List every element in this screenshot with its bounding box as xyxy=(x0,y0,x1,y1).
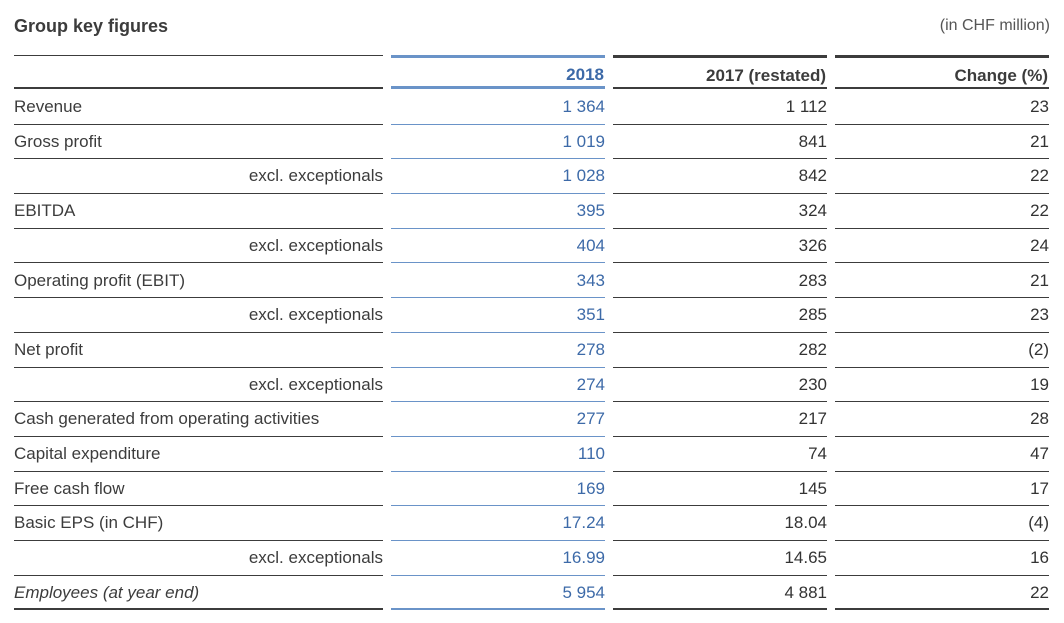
label-column-header xyxy=(14,55,383,89)
row-label: excl. exceptionals xyxy=(14,298,383,333)
cell-2018: 169 xyxy=(391,472,605,507)
cell-change: 21 xyxy=(835,264,1049,299)
cell-2018: 351 xyxy=(391,298,605,333)
unit-note: (in CHF million) xyxy=(939,17,1050,34)
cell-2017: 842 xyxy=(613,159,827,195)
cell-2018: 5 954 xyxy=(391,576,605,611)
row-label: Cash generated from operating activities xyxy=(14,402,383,437)
cell-change: 47 xyxy=(835,437,1049,472)
cell-2017: 283 xyxy=(613,264,827,299)
cell-2018: 404 xyxy=(391,229,605,264)
cell-2018: 277 xyxy=(391,402,605,437)
row-label: Operating profit (EBIT) xyxy=(14,264,383,299)
cell-change: 22 xyxy=(835,576,1049,611)
label-column: Revenue Gross profit excl. exceptionals EBI… xyxy=(14,0,383,623)
cell-2017: 145 xyxy=(613,472,827,507)
cell-2017: 282 xyxy=(613,333,827,368)
row-label: Capital expenditure xyxy=(14,437,383,472)
cell-2017: 14.65 xyxy=(613,541,827,576)
cell-2018: 343 xyxy=(391,264,605,299)
cell-2018: 278 xyxy=(391,333,605,368)
cell-2018: 110 xyxy=(391,437,605,472)
column-2018: 2018 1 364 1 019 1 028 395 404 343 351 278 274 27… xyxy=(391,0,605,623)
cell-2018: 274 xyxy=(391,368,605,403)
cell-change: 19 xyxy=(835,368,1049,403)
row-label: excl. exceptionals xyxy=(14,159,383,195)
column-header-change: Change (%) xyxy=(835,55,1049,89)
cell-2018: 1 028 xyxy=(391,159,605,195)
cell-2018: 395 xyxy=(391,194,605,229)
column-header-2018: 2018 xyxy=(391,55,605,89)
cell-change: (4) xyxy=(835,506,1049,542)
cell-change: 23 xyxy=(835,90,1049,125)
cell-2017: 230 xyxy=(613,368,827,403)
cell-2017: 1 112 xyxy=(613,90,827,125)
row-label: excl. exceptionals xyxy=(14,229,383,264)
cell-2017: 74 xyxy=(613,437,827,472)
cell-change: 23 xyxy=(835,298,1049,333)
row-label: excl. exceptionals xyxy=(14,368,383,403)
row-label: Gross profit xyxy=(14,125,383,160)
cell-2017: 324 xyxy=(613,194,827,229)
cell-2018: 16.99 xyxy=(391,541,605,576)
row-label: excl. exceptionals xyxy=(14,541,383,576)
cell-2017: 4 881 xyxy=(613,576,827,611)
cell-2017: 217 xyxy=(613,402,827,437)
row-label: Net profit xyxy=(14,333,383,368)
column-header-2017: 2017 (restated) xyxy=(613,55,827,89)
row-label: Basic EPS (in CHF) xyxy=(14,506,383,542)
row-label: Employees (at year end) xyxy=(14,576,383,611)
cell-change: 16 xyxy=(835,541,1049,576)
cell-2017: 841 xyxy=(613,125,827,160)
cell-2018: 17.24 xyxy=(391,506,605,542)
row-label: EBITDA xyxy=(14,194,383,229)
row-label: Free cash flow xyxy=(14,472,383,507)
cell-2018: 1 019 xyxy=(391,125,605,160)
row-label: Revenue xyxy=(14,90,383,125)
cell-change: 17 xyxy=(835,472,1049,507)
cell-change: 22 xyxy=(835,159,1049,195)
cell-change: 21 xyxy=(835,125,1049,160)
table-title: Group key figures xyxy=(14,16,169,36)
column-2017: 2017 (restated) 1 112 841 842 324 326 283 285 2… xyxy=(613,0,827,623)
column-change: Change (%) 23 21 22 22 24 21 23 (2) 19 28 47 17 (4) 1… xyxy=(835,0,1049,623)
cell-change: (2) xyxy=(835,333,1049,368)
cell-2017: 285 xyxy=(613,298,827,333)
cell-2018: 1 364 xyxy=(391,90,605,125)
cell-change: 22 xyxy=(835,194,1049,229)
cell-2017: 18.04 xyxy=(613,506,827,542)
cell-change: 24 xyxy=(835,229,1049,264)
cell-2017: 326 xyxy=(613,229,827,264)
cell-change: 28 xyxy=(835,402,1049,437)
